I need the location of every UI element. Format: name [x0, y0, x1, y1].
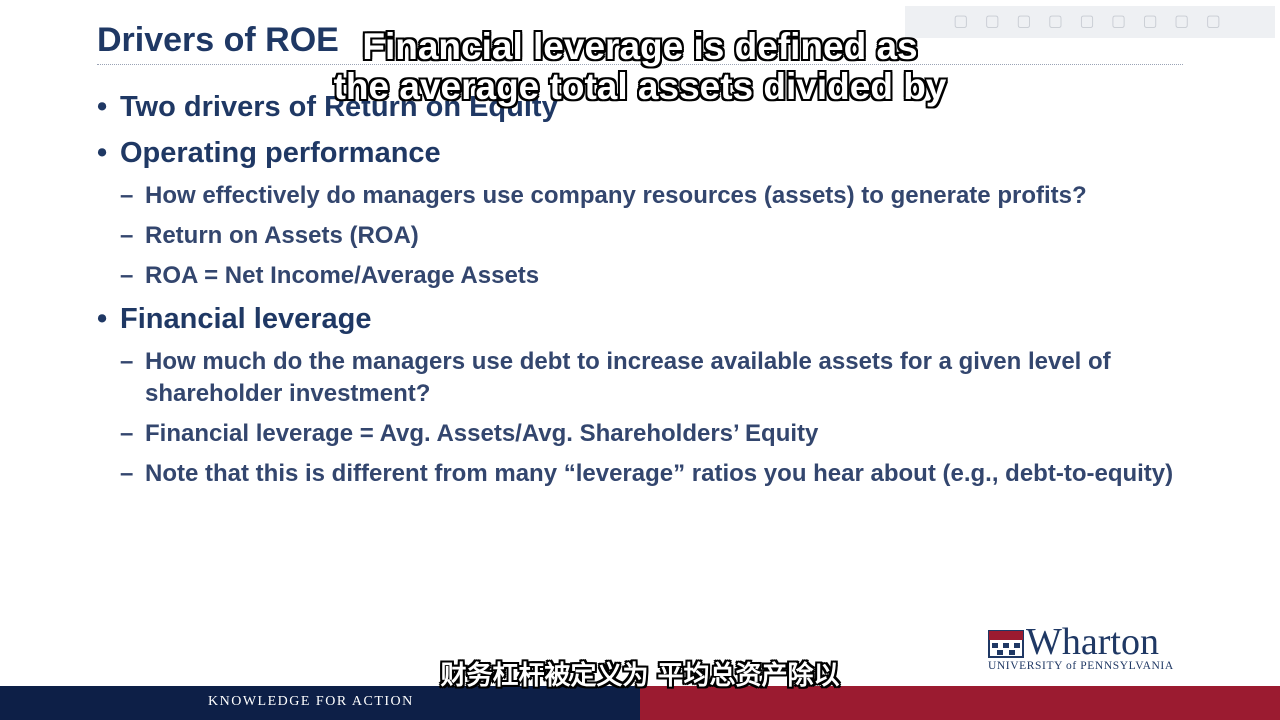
logo-subtitle: UNIVERSITY of PENNSYLVANIA [988, 660, 1174, 672]
sub-bullet-item: – How much do the managers use debt to i… [97, 346, 1187, 410]
sub-bullet-item: – Note that this is different from many … [97, 458, 1187, 490]
sub-bullet-text: Note that this is different from many “l… [145, 460, 1174, 487]
bullet-icon: • [97, 303, 108, 335]
dash-icon: – [120, 348, 134, 375]
sub-bullet-text: ROA = Net Income/Average Assets [145, 262, 540, 289]
bullet-text: Two drivers of Return on Equity [120, 91, 558, 123]
sub-bullet-text: Return on Assets (ROA) [145, 222, 419, 249]
sub-bullet-item: – Return on Assets (ROA) [97, 220, 1187, 252]
dash-icon: – [120, 460, 134, 487]
dash-icon: – [120, 420, 134, 447]
sub-bullet-text: How much do the managers use debt to inc… [145, 348, 1111, 407]
footer-tagline: KNOWLEDGE FOR ACTION [208, 694, 414, 709]
dash-icon: – [120, 222, 134, 249]
bullet-item: • Operating performance [97, 134, 1187, 172]
sub-bullet-text: How effectively do managers use company … [145, 182, 1087, 209]
bullet-icon: • [97, 137, 108, 169]
subtitle-english-line1: Financial leverage is defined as [362, 26, 918, 67]
dash-icon: – [120, 262, 134, 289]
subtitle-chinese: 财务杠杆被定义为 平均总资产除以 [440, 661, 840, 691]
footer-bar-right [640, 686, 1280, 720]
dash-icon: – [120, 182, 134, 209]
bullet-text: Financial leverage [120, 303, 372, 335]
sub-bullet-item: – ROA = Net Income/Average Assets [97, 260, 1187, 292]
subtitle-english-line2: the average total assets divided by [333, 66, 947, 107]
footer-bar-left: KNOWLEDGE FOR ACTION [0, 686, 640, 720]
title-divider [97, 64, 1183, 65]
bullet-item: • Two drivers of Return on Equity [97, 88, 1187, 126]
bullet-text: Operating performance [120, 137, 441, 169]
bullet-item: • Financial leverage [97, 300, 1187, 338]
slide-title: Drivers of ROE [97, 21, 339, 59]
watermark-overlay: ▢ ▢ ▢ ▢ ▢ ▢ ▢ ▢ ▢ [905, 6, 1275, 38]
sub-bullet-item: – Financial leverage = Avg. Assets/Avg. … [97, 418, 1187, 450]
sub-bullet-item: – How effectively do managers use compan… [97, 180, 1187, 212]
sub-bullet-text: Financial leverage = Avg. Assets/Avg. Sh… [145, 420, 819, 447]
slide-body: • Two drivers of Return on Equity • Oper… [97, 88, 1187, 498]
shield-icon [988, 630, 1024, 658]
wharton-logo: Wharton UNIVERSITY of PENNSYLVANIA [988, 622, 1193, 674]
bullet-icon: • [97, 91, 108, 123]
logo-name: Wharton [1026, 621, 1159, 663]
